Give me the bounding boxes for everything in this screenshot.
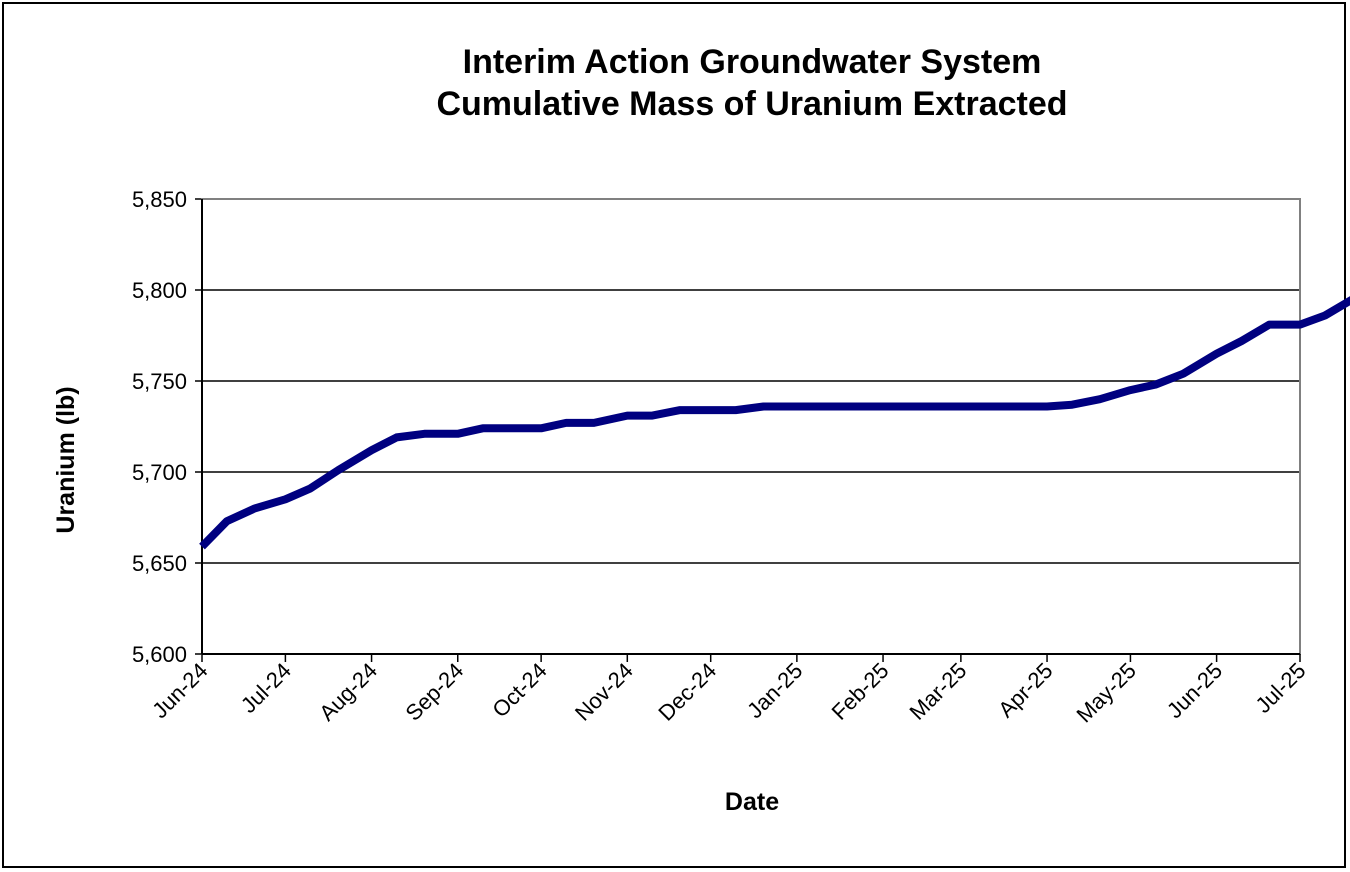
x-tick-label: Jul-25 [1250, 658, 1310, 718]
gridlines [195, 198, 1300, 655]
y-tick-label: 5,850 [132, 187, 187, 212]
x-tick-label: Jul-24 [236, 658, 296, 718]
y-tick-label: 5,800 [132, 278, 187, 303]
x-tick-label: Feb-25 [827, 658, 894, 725]
y-tick-labels: 5,600 5,650 5,700 5,750 5,800 5,850 [132, 187, 187, 667]
x-tick-label: Apr-25 [993, 658, 1057, 722]
x-tick-label: Sep-24 [400, 658, 468, 726]
y-tick-label: 5,650 [132, 551, 187, 576]
uranium-series-line [199, 296, 1350, 550]
x-tick-label: Jan-25 [742, 658, 807, 723]
x-tick-label: Jun-25 [1162, 658, 1227, 723]
x-tick-label: Aug-24 [314, 658, 382, 726]
x-tick-label: Oct-24 [487, 658, 551, 722]
chart-title-line-1: Interim Action Groundwater System [463, 43, 1042, 81]
y-tick-label: 5,700 [132, 460, 187, 485]
x-tick-label: Jun-24 [147, 658, 212, 723]
x-axis-label: Date [725, 788, 779, 816]
x-tick-labels: Jun-24 Jul-24 Aug-24 Sep-24 Oct-24 Nov-24 Dec-… [147, 658, 1310, 728]
axes [201, 199, 1301, 662]
y-tick-label: 5,600 [132, 642, 187, 667]
plot-area [201, 198, 1301, 655]
y-tick-label: 5,750 [132, 369, 187, 394]
x-tick-label: Dec-24 [653, 658, 721, 726]
x-tick-label: Mar-25 [904, 658, 971, 725]
x-tick-label: Nov-24 [570, 658, 638, 726]
series-layer [199, 296, 1350, 550]
x-tick-label: May-25 [1071, 658, 1141, 728]
chart-title-line-2: Cumulative Mass of Uranium Extracted [436, 85, 1067, 123]
y-axis-label: Uranium (lb) [52, 386, 80, 533]
